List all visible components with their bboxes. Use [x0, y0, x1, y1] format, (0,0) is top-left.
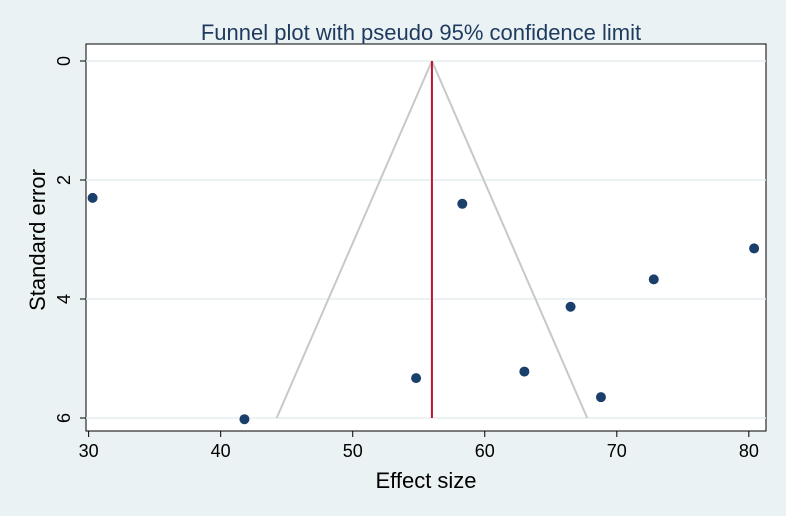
data-point	[411, 373, 422, 384]
y-tick-label: 0	[54, 56, 74, 66]
data-point	[239, 414, 250, 425]
y-tick-label: 6	[54, 413, 74, 423]
x-tick-label: 50	[343, 441, 363, 461]
x-tick-label: 30	[79, 441, 99, 461]
data-point	[595, 392, 606, 403]
x-axis: 30 40 50 60 70 80	[79, 431, 759, 461]
y-tick-label: 2	[54, 175, 74, 185]
x-tick-label: 60	[475, 441, 495, 461]
data-points	[87, 192, 760, 425]
x-tick-label: 40	[211, 441, 231, 461]
gridlines	[86, 60, 766, 419]
y-tick-label: 4	[54, 294, 74, 304]
x-tick-label: 70	[607, 441, 627, 461]
lower-confidence-limit	[275, 60, 433, 419]
x-axis-label: Effect size	[375, 468, 476, 493]
data-point	[648, 274, 659, 285]
data-point	[457, 198, 468, 209]
data-point	[519, 366, 530, 377]
y-axis-label: Standard error	[25, 169, 50, 311]
data-point	[749, 243, 760, 254]
plot-area	[85, 43, 767, 432]
data-point	[565, 301, 576, 312]
chart-title: Funnel plot with pseudo 95% confidence l…	[201, 20, 641, 45]
y-axis: 0 2 4 6	[54, 56, 86, 423]
confidence-funnel	[275, 60, 589, 419]
upper-confidence-limit	[431, 60, 589, 419]
data-point	[87, 192, 98, 203]
x-tick-label: 80	[739, 441, 759, 461]
